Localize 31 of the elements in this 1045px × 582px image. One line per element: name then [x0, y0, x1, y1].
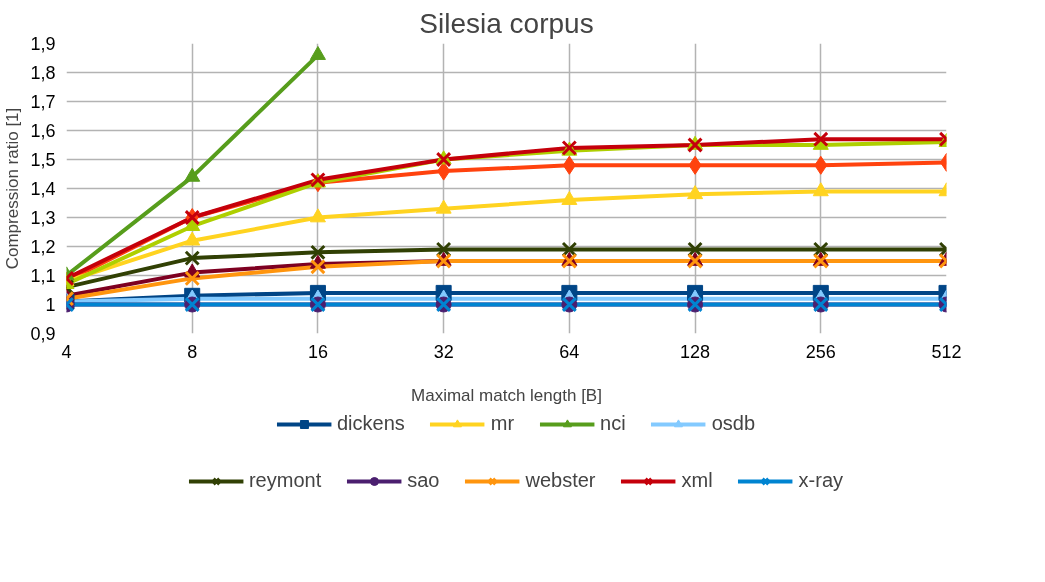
x-tick-label: 4	[61, 341, 72, 362]
y-tick-label: 0,9	[30, 324, 56, 344]
y-tick-label: 1,7	[30, 92, 56, 112]
y-tick-label: 1,6	[30, 121, 56, 141]
y-tick-label: 1,8	[30, 63, 56, 83]
legend-label: x-ray	[798, 469, 844, 492]
y-tick-label: 1	[45, 295, 56, 315]
legend-label: webster	[525, 469, 596, 492]
legend-label: dickens	[336, 412, 405, 435]
legend-label: osdb	[711, 412, 756, 435]
legend-label: sao	[407, 469, 440, 492]
x-tick-label: 256	[805, 341, 836, 362]
y-tick-label: 1,9	[30, 34, 56, 54]
legend-label: xml	[681, 469, 713, 492]
x-tick-label: 16	[307, 341, 328, 362]
legend-label: mr	[490, 412, 515, 435]
y-tick-label: 1,1	[30, 266, 56, 286]
x-tick-label: 8	[187, 341, 198, 362]
y-tick-label: 1,2	[30, 237, 56, 257]
x-tick-label: 32	[433, 341, 454, 362]
y-tick-label: 1,3	[30, 208, 56, 228]
chart-title: Silesia corpus	[419, 7, 594, 39]
legend-label: reymont	[248, 469, 322, 492]
x-tick-label: 128	[680, 341, 711, 362]
x-axis-title: Maximal match length [B]	[411, 385, 602, 405]
x-tick-label: 64	[559, 341, 580, 362]
y-tick-label: 1,5	[30, 150, 56, 170]
y-axis-title: Compression ratio [1]	[3, 107, 23, 270]
y-tick-label: 1,4	[30, 179, 56, 199]
legend-label: nci	[600, 412, 626, 435]
x-tick-label: 512	[931, 341, 962, 362]
